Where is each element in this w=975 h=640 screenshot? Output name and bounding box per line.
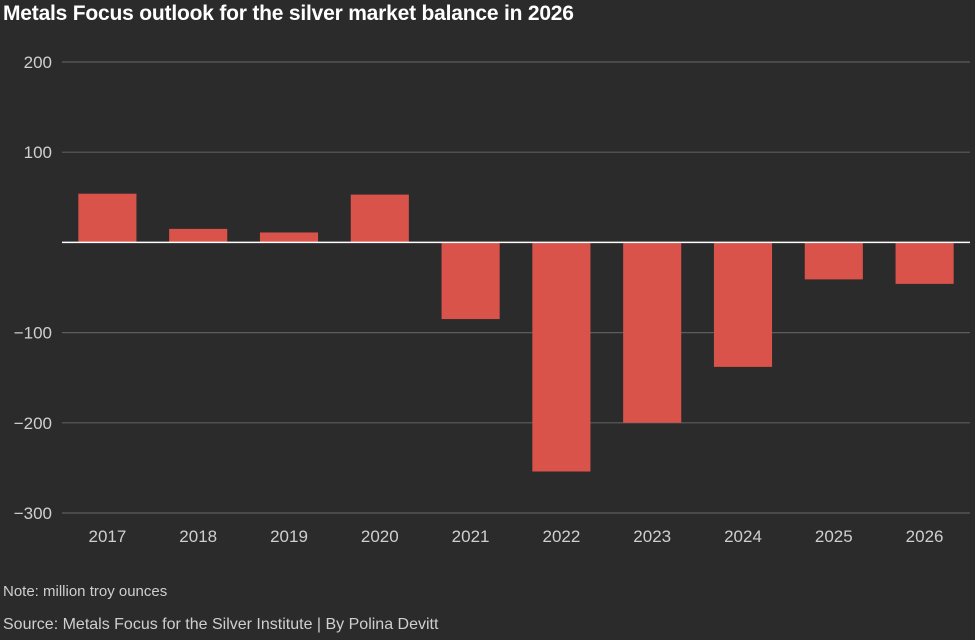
bar-2018 <box>169 228 228 243</box>
y-tick-label: −100 <box>14 324 52 343</box>
bar-2024 <box>713 242 773 367</box>
x-tick-label: 2017 <box>88 527 126 546</box>
y-tick-label: −300 <box>14 504 52 523</box>
x-tick-label: 2021 <box>452 527 490 546</box>
bar-2026 <box>895 242 954 284</box>
x-tick-label: 2024 <box>724 527 762 546</box>
y-axis-tick-labels: 200 100 −100 −200 −300 <box>14 53 52 523</box>
gridlines <box>62 61 970 514</box>
x-tick-label: 2022 <box>542 527 580 546</box>
bar-2020 <box>350 194 409 243</box>
bar-2017 <box>78 193 137 243</box>
x-tick-label: 2026 <box>906 527 944 546</box>
y-tick-label: 200 <box>24 53 52 72</box>
bar-2021 <box>441 242 500 320</box>
bar-2022 <box>532 242 591 472</box>
y-tick-label: 100 <box>24 143 52 162</box>
chart-note: Note: million troy ounces <box>3 583 168 600</box>
x-tick-label: 2020 <box>361 527 399 546</box>
bar-2023 <box>623 242 682 423</box>
x-axis-tick-labels: 2017 2018 2019 2020 2021 2022 2023 2024 2025 2026 <box>88 527 943 546</box>
x-tick-label: 2025 <box>815 527 853 546</box>
x-tick-label: 2019 <box>270 527 308 546</box>
x-tick-label: 2023 <box>633 527 671 546</box>
chart-title: Metals Focus outlook for the silver mark… <box>3 2 574 25</box>
bar-2025 <box>804 242 863 280</box>
bars <box>78 193 954 472</box>
bar-2019 <box>259 232 319 243</box>
x-tick-label: 2018 <box>179 527 217 546</box>
y-tick-label: −200 <box>14 414 52 433</box>
chart-source: Source: Metals Focus for the Silver Inst… <box>3 616 439 633</box>
